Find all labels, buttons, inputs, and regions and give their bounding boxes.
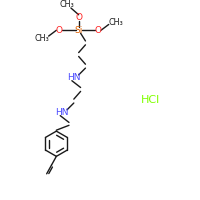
Text: CH₃: CH₃ [34, 34, 49, 43]
Text: HCl: HCl [141, 95, 160, 105]
Text: HN: HN [55, 108, 69, 117]
Text: O: O [95, 26, 102, 35]
Text: Si: Si [74, 26, 83, 35]
Text: HN: HN [67, 73, 81, 82]
Text: CH₃: CH₃ [108, 18, 123, 27]
Text: O: O [75, 13, 82, 22]
Text: CH₃: CH₃ [60, 0, 74, 9]
Text: O: O [56, 26, 63, 35]
